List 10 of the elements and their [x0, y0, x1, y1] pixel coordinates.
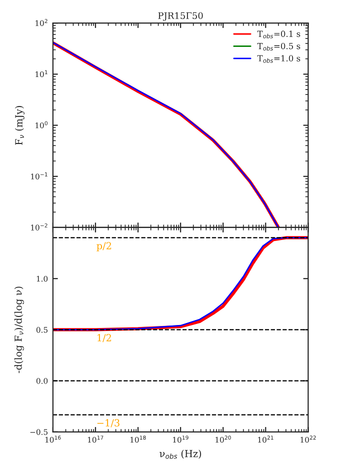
ref-line-label: −1/3 — [97, 419, 120, 428]
ref-line-label: p/2 — [96, 242, 112, 252]
x-axis-title: ν$_{obs}$ (Hz) — [160, 450, 202, 459]
y-axis-title: -d(log F$_{ν}$)/d(log ν) — [14, 286, 24, 374]
ref-line-label: 1/2 — [98, 334, 112, 342]
chart-title: PJR15Γ50 — [158, 12, 203, 21]
legend-label: T$_{obs}$=0.5 s — [257, 42, 300, 51]
legend-label: T$_{obs}$=1.0 s — [257, 55, 300, 63]
y-axis-title: F$_{ν}$ (mJy) — [14, 106, 25, 145]
legend-label: T$_{obs}$=0.1 s — [257, 30, 300, 38]
